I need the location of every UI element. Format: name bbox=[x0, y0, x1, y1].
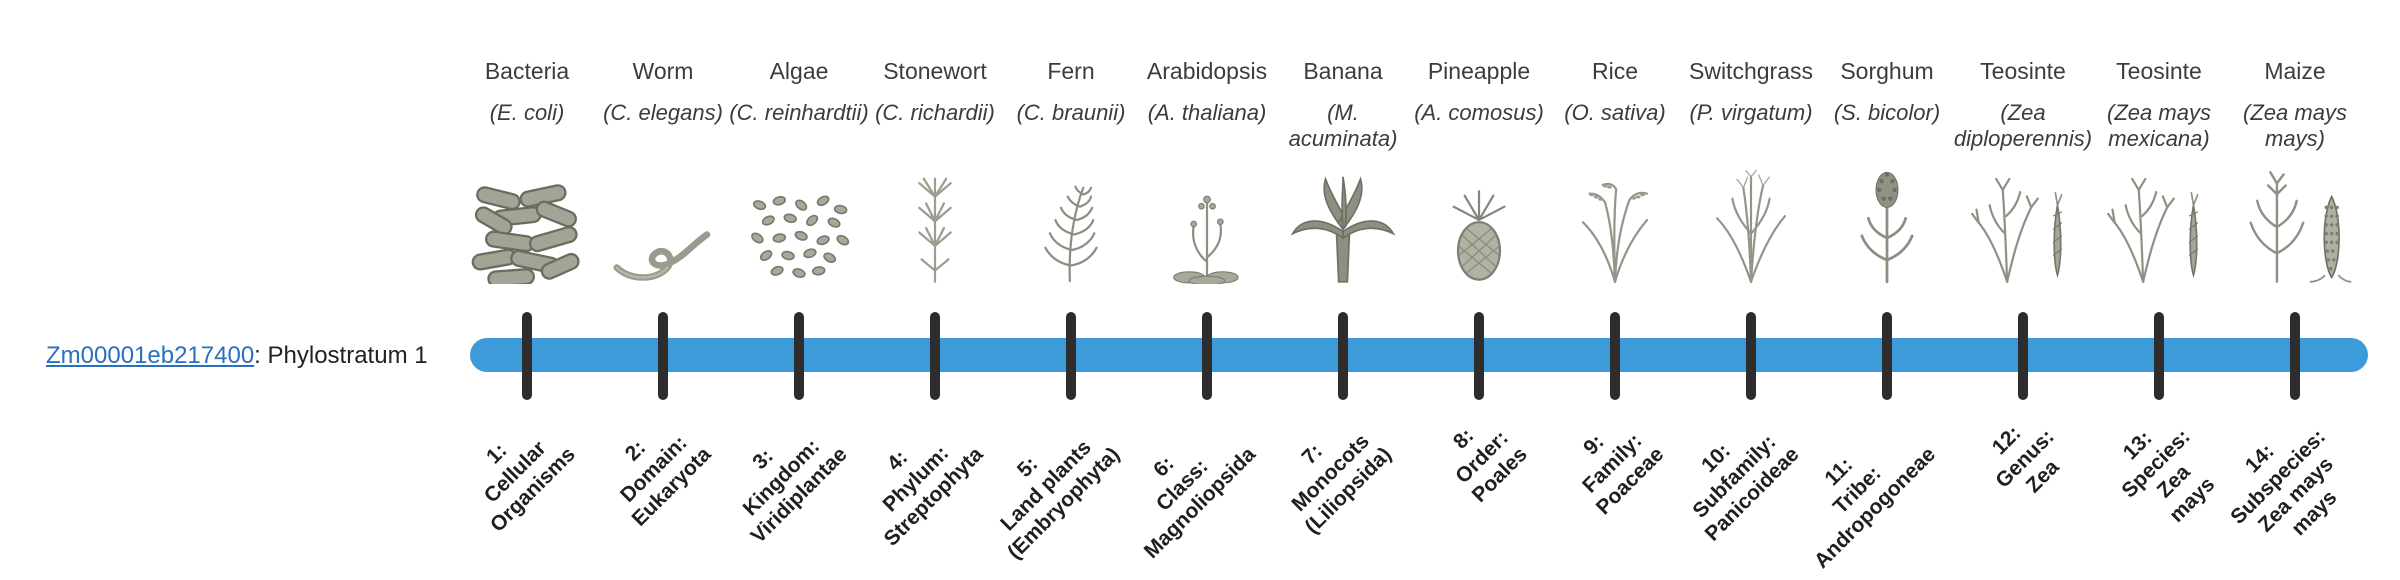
teosinte-icon bbox=[1948, 160, 2098, 284]
phylostratum-label: 9: Family: Poaceae bbox=[1577, 428, 1669, 520]
organism-column: Stonewort (C. richardii) 4: Phylum: Stre… bbox=[860, 0, 1010, 580]
organism-column: Algae (C. reinhardtii) 3: Kingdom: Virid… bbox=[724, 0, 874, 580]
organism-column: Worm (C. elegans) 2: Domain: Eukaryota bbox=[588, 0, 738, 580]
organism-scientific-name: (C. reinhardtii) bbox=[729, 100, 869, 125]
organism-name: Arabidopsis bbox=[1146, 58, 1268, 84]
organism-scientific-name: (C. braunii) bbox=[1016, 100, 1126, 125]
organism-scientific-name: (A. thaliana) bbox=[1147, 100, 1267, 125]
organism-column: Arabidopsis (A. thaliana) 6: Class: Magn… bbox=[1132, 0, 1282, 580]
phylostratum-tick bbox=[1882, 312, 1892, 400]
organism-column: Sorghum (S. bicolor) 11: Tribe: Andropog… bbox=[1810, 0, 1962, 580]
organism-name: Bacteria bbox=[484, 58, 570, 84]
phylostratum-tick bbox=[1746, 312, 1756, 400]
organism-scientific-name: (P. virgatum) bbox=[1689, 100, 1813, 125]
organism-column: Bacteria (E. coli) 1: Cellular Organisms bbox=[452, 0, 602, 580]
switchgrass-icon bbox=[1676, 160, 1826, 284]
phylostratum-label: 2: Domain: Eukaryota bbox=[616, 431, 717, 531]
stonewort-icon bbox=[860, 160, 1010, 284]
organism-column: Maize (Zea mays mays) 14: Subspecies: Ze… bbox=[2220, 0, 2370, 580]
phylostratum-tick bbox=[2018, 312, 2028, 400]
organism-name: Teosinte bbox=[1980, 58, 2066, 84]
pineapple-icon bbox=[1404, 160, 1554, 284]
phylostratum-label: 4: Phylum: Streptophyta bbox=[878, 441, 989, 551]
bacteria-icon bbox=[452, 160, 602, 284]
phylostratum-tick bbox=[1066, 312, 1076, 400]
organism-name: Stonewort bbox=[883, 58, 987, 84]
organism-scientific-name: (A. comosus) bbox=[1414, 100, 1544, 125]
phylostratum-label: 13: Species: Zea mays bbox=[2116, 424, 2219, 527]
organism-name: Rice bbox=[1591, 58, 1638, 84]
timeline-bar bbox=[470, 338, 2368, 372]
organism-scientific-name: (S. bicolor) bbox=[1833, 100, 1941, 125]
organism-scientific-name: (E. coli) bbox=[489, 100, 565, 125]
organism-column: Teosinte (Zea mays mexicana) 13: Species… bbox=[2084, 0, 2234, 580]
organism-scientific-name: (C. richardii) bbox=[875, 100, 995, 125]
organism-scientific-name: (O. sativa) bbox=[1564, 100, 1666, 125]
organism-name: Worm bbox=[632, 58, 694, 84]
phylostratum-tick bbox=[658, 312, 668, 400]
rice-icon bbox=[1540, 160, 1690, 284]
phylostratum-label: 8: Order: Poales bbox=[1449, 424, 1533, 508]
organism-name: Fern bbox=[1047, 58, 1095, 84]
banana-icon bbox=[1268, 160, 1418, 284]
phylostratum-label: 12: Genus: Zea bbox=[1987, 421, 2064, 498]
phylostratum-tick bbox=[2154, 312, 2164, 400]
organism-column: Teosinte (Zea diploperennis) 12: Genus: … bbox=[1948, 0, 2098, 580]
worm-icon bbox=[588, 160, 738, 284]
phylostratum-tick bbox=[1474, 312, 1484, 400]
algae-icon bbox=[724, 160, 874, 284]
organism-name: Teosinte bbox=[2116, 58, 2202, 84]
organism-name: Maize bbox=[2264, 58, 2326, 84]
phylostratum-tick bbox=[930, 312, 940, 400]
organism-scientific-name: (Zea diploperennis) bbox=[1953, 100, 2093, 152]
organism-scientific-name: (Zea mays mexicana) bbox=[2107, 100, 2211, 152]
sorghum-icon bbox=[1812, 160, 1962, 284]
phylostratum-label: 14: Subspecies: Zea mays mays bbox=[2226, 424, 2342, 541]
fern-icon bbox=[996, 160, 1146, 284]
organism-name: Algae bbox=[769, 58, 829, 84]
arabidopsis-icon bbox=[1132, 160, 1282, 284]
organism-name: Sorghum bbox=[1840, 58, 1934, 84]
organism-name: Banana bbox=[1303, 58, 1383, 84]
organism-scientific-name: (M. acuminata) bbox=[1288, 100, 1398, 152]
phylostratum-tick bbox=[1338, 312, 1348, 400]
organism-name: Pineapple bbox=[1427, 58, 1531, 84]
organism-column: Switchgrass (P. virgatum) 10: Subfamily:… bbox=[1676, 0, 1826, 580]
organism-column: Pineapple (A. comosus) 8: Order: Poales bbox=[1404, 0, 1554, 580]
gene-link[interactable]: Zm00001eb217400 bbox=[46, 342, 255, 369]
organism-scientific-name: (Zea mays mays) bbox=[2243, 100, 2347, 152]
phylostratum-label: 3: Kingdom: Viridiplantae bbox=[738, 434, 853, 549]
gene-label: Zm00001eb217400: Phylostratum 1 bbox=[46, 342, 428, 370]
phylostratum-tick bbox=[1610, 312, 1620, 400]
phylostratum-text: : Phylostratum 1 bbox=[254, 342, 428, 369]
phylostratum-tick bbox=[522, 312, 532, 400]
organism-column: Fern (C. braunii) 5: Land plants (Embryo… bbox=[996, 0, 1146, 580]
phylostratum-tick bbox=[2290, 312, 2300, 400]
organism-column: Rice (O. sativa) 9: Family: Poaceae bbox=[1540, 0, 1690, 580]
organism-name: Switchgrass bbox=[1689, 58, 1813, 84]
organism-scientific-name: (C. elegans) bbox=[603, 100, 723, 125]
phylostratum-label: 1: Cellular Organisms bbox=[479, 436, 581, 537]
phylostratum-label: 7: Monocots (Liliopsida) bbox=[1287, 429, 1397, 539]
phylostratum-tick bbox=[1202, 312, 1212, 400]
teosinte-icon bbox=[2084, 160, 2234, 284]
organism-column: Banana (M. acuminata) 7: Monocots (Lilio… bbox=[1268, 0, 1418, 580]
maize-icon bbox=[2220, 160, 2370, 284]
phylostratum-tick bbox=[794, 312, 804, 400]
